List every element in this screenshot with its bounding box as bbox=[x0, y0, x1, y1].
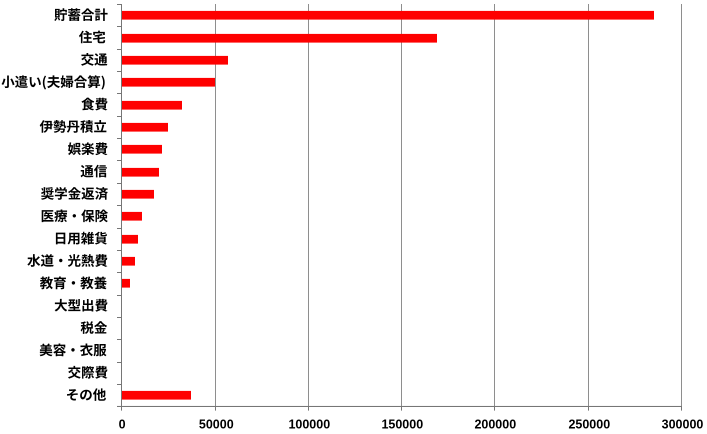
svg-text:250000: 250000 bbox=[568, 417, 610, 431]
svg-text:50000: 50000 bbox=[199, 417, 234, 431]
svg-text:300000: 300000 bbox=[662, 417, 704, 431]
svg-text:0: 0 bbox=[119, 417, 126, 431]
svg-text:150000: 150000 bbox=[381, 417, 423, 431]
svg-text:200000: 200000 bbox=[474, 417, 516, 431]
svg-text:100000: 100000 bbox=[288, 417, 330, 431]
